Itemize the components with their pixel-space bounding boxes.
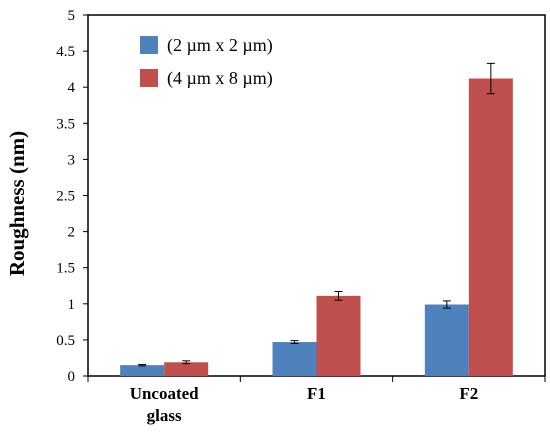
y-tick-label: 0.5 bbox=[56, 333, 75, 349]
y-tick-label: 1.5 bbox=[56, 261, 75, 277]
y-tick-label: 2.5 bbox=[56, 189, 75, 205]
bar-series1 bbox=[120, 365, 165, 376]
legend-label: (2 µm x 2 µm) bbox=[167, 35, 273, 56]
legend-label: (4 µm x 8 µm) bbox=[167, 68, 273, 89]
bar-series1 bbox=[424, 304, 469, 376]
y-tick-label: 4.5 bbox=[56, 44, 75, 60]
y-tick-label: 5 bbox=[68, 8, 76, 24]
bar-series2 bbox=[316, 295, 361, 376]
y-tick-label: 3 bbox=[68, 152, 76, 168]
y-tick-label: 0 bbox=[68, 369, 76, 385]
bar-series2 bbox=[468, 78, 513, 376]
y-axis-label: Roughness (nm) bbox=[5, 131, 29, 276]
bar-series1 bbox=[272, 342, 317, 376]
legend-swatch bbox=[140, 69, 158, 87]
x-tick-label: glass bbox=[147, 406, 182, 425]
y-tick-label: 2 bbox=[68, 225, 76, 241]
legend: (2 µm x 2 µm) (4 µm x 8 µm) bbox=[140, 35, 273, 89]
y-tick-label: 3.5 bbox=[56, 116, 75, 132]
x-tick-label: F1 bbox=[307, 384, 326, 403]
y-tick-label: 1 bbox=[68, 297, 76, 313]
x-tick-label: F2 bbox=[459, 384, 478, 403]
legend-swatch bbox=[140, 36, 158, 54]
x-tick-label: Uncoated bbox=[130, 384, 199, 403]
bar-series2 bbox=[164, 362, 209, 376]
y-tick-label: 4 bbox=[68, 80, 76, 96]
plot-area: 0 0.5 1 1.5 2 2.5 3 3.5 4 4.5 5 Uncoated glass F1 F2 bbox=[56, 8, 546, 425]
